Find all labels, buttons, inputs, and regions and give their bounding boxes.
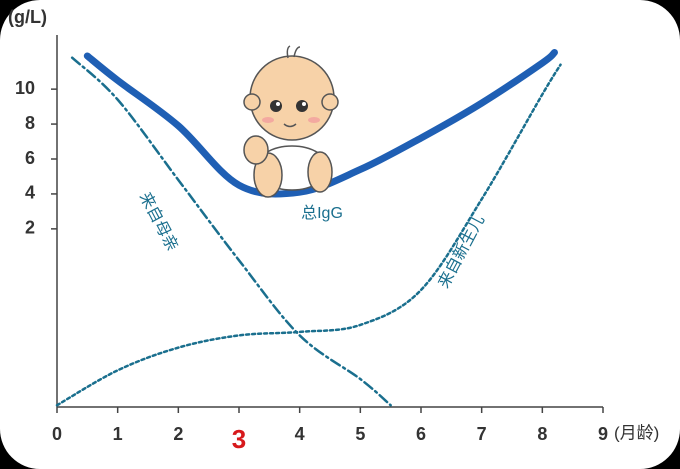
x-tick-label: 9 <box>598 424 608 444</box>
y-axis-label: (g/L) <box>8 7 47 27</box>
y-tick-label: 2 <box>25 218 35 238</box>
x-tick-label: 5 <box>355 424 365 444</box>
x-tick-label: 2 <box>173 424 183 444</box>
y-tick-label: 8 <box>25 113 35 133</box>
x-tick-label: 3 <box>232 424 246 454</box>
x-tick-label: 8 <box>537 424 547 444</box>
y-tick-label: 4 <box>25 183 35 203</box>
x-tick-label: 4 <box>295 424 305 444</box>
x-tick-label: 7 <box>477 424 487 444</box>
y-tick-label: 6 <box>25 148 35 168</box>
x-tick-label: 0 <box>52 424 62 444</box>
x-tick-label: 1 <box>113 424 123 444</box>
series-line <box>55 63 562 407</box>
series-line <box>70 56 392 407</box>
x-axis-label: (月龄) <box>614 423 659 442</box>
series-label: 总IgG <box>301 204 343 222</box>
baby-illustration <box>243 45 339 198</box>
y-tick-label: 10 <box>15 78 35 98</box>
x-tick-label: 6 <box>416 424 426 444</box>
